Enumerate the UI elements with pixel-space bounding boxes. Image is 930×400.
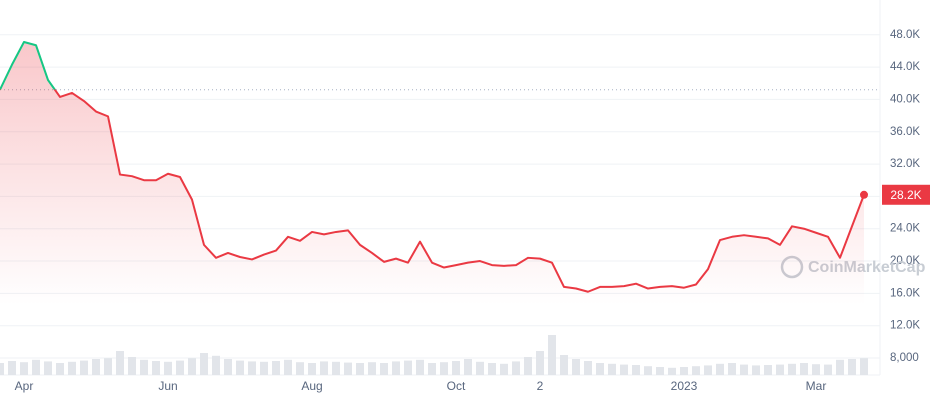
volume-bar [692,366,700,375]
volume-bar [92,359,100,375]
volume-bar [308,363,316,375]
volume-bar [212,355,220,375]
volume-bar [284,359,292,375]
volume-bar [512,361,520,375]
volume-bar [368,362,376,375]
volume-bar [56,363,64,375]
last-point [860,190,868,199]
y-tick-label: 44.0K [890,61,920,73]
volume-bar [392,361,400,375]
x-tick-label: 2 [537,379,544,393]
volume-bar [716,363,724,375]
price-label-box [882,184,930,205]
volume-bar [584,361,592,375]
volume-bar [656,367,664,375]
volume-bar [128,357,136,375]
volume-bar [848,359,856,375]
x-tick-label: Apr [15,379,34,393]
volume-bar [332,361,340,375]
volume-bar [800,363,808,375]
x-tick-label: Mar [806,379,827,393]
x-tick-label: Oct [447,379,466,393]
volume-bar [68,361,76,375]
volume-bar [0,363,4,375]
volume-bar [296,362,304,375]
y-tick-label: 8,000 [890,352,919,364]
volume-bar [224,359,232,375]
volume-bar [248,361,256,375]
volume-bar [404,360,412,375]
volume-bar [152,361,160,375]
volume-bar [860,358,868,375]
volume-bar [644,366,652,375]
volume-bar [428,363,436,375]
volume-bar [572,359,580,375]
y-tick-label: 20.0K [890,255,920,267]
volume-bar [164,361,172,375]
price-label: 28.2K [890,188,921,202]
volume-bar [176,360,184,375]
volume-bar [44,361,52,375]
volume-bar [764,365,772,375]
volume-bar [32,359,40,375]
y-tick-label: 40.0K [890,93,920,105]
volume-bar [200,353,208,375]
volume-bar [272,361,280,375]
y-tick-label: 12.0K [890,320,920,332]
y-tick-label: 16.0K [890,287,920,299]
volume-bar [608,363,616,375]
volume-bar [8,361,16,375]
volume-bar [188,358,196,375]
volume-bar [260,361,268,375]
volume-bar [236,360,244,375]
y-tick-label: 36.0K [890,126,920,138]
y-tick-label: 24.0K [890,223,920,235]
volume-bar [452,361,460,375]
y-tick-label: 48.0K [890,29,920,41]
volume-bar [728,363,736,375]
volume-bar [632,365,640,375]
price-line [0,41,865,293]
volume-bar [140,359,148,375]
volume-bar [776,364,784,375]
volume-bar [20,362,28,375]
volume-bar [740,364,748,375]
volume-bar [440,362,448,375]
volume-bar [500,363,508,375]
volume-bar [548,335,556,375]
volume-bar [380,363,388,375]
volume-bar [536,351,544,375]
volume-bar [620,364,628,375]
volume-bar [104,358,112,375]
x-tick-label: 2023 [671,379,698,393]
volume-bar [416,359,424,375]
volume-bar [668,367,676,375]
volume-bar [524,357,532,375]
area-fill [0,42,864,305]
volume-bar [788,363,796,375]
volume-bar [812,364,820,375]
volume-bar [80,360,88,375]
volume-bar [704,365,712,375]
volume-bar [356,363,364,375]
x-tick-label: Aug [301,379,322,393]
volume-bar [464,359,472,375]
volume-bar [596,363,604,375]
volume-bar [476,361,484,375]
volume-bar [488,363,496,375]
volume-bar [824,364,832,375]
volume-bar [344,362,352,375]
y-tick-label: 32.0K [890,158,920,170]
volume-bar [680,367,688,375]
volume-bar [320,361,328,375]
volume-bar [752,365,760,375]
x-tick-label: Jun [158,379,177,393]
volume-bar [116,351,124,375]
volume-bar [560,355,568,375]
volume-bar [836,359,844,375]
